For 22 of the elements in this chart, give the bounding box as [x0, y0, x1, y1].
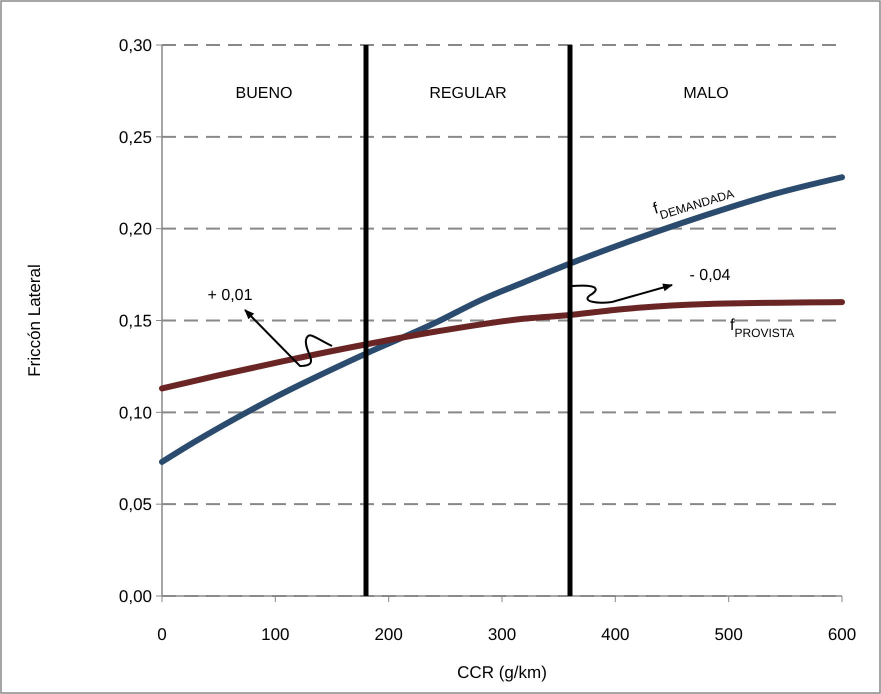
x-tick-label: 0 [157, 625, 167, 644]
x-axis-title: CCR (g/km) [457, 663, 547, 682]
y-tick-label: 0,25 [118, 128, 152, 147]
x-tick-label: 300 [488, 625, 516, 644]
y-tick-label: 0,00 [118, 586, 152, 606]
x-tick-label: 200 [374, 625, 403, 644]
annotation: + 0,01 [208, 287, 253, 304]
annotation: REGULAR [429, 85, 507, 102]
y-tick-label: 0,10 [118, 403, 152, 422]
series-label: f$_{PROVISTA}$ [730, 317, 794, 340]
x-tick-label: 100 [261, 625, 290, 644]
x-tick-label: 400 [601, 625, 630, 644]
x-tick-label: 500 [714, 625, 743, 644]
x-tick-label: 600 [828, 625, 856, 644]
annotation: - 0,04 [690, 267, 731, 284]
y-axis-title: Friccón Lateral [25, 264, 44, 377]
annotation: MALO [683, 85, 729, 102]
y-tick-label: 0,15 [118, 311, 152, 330]
y-tick-label: 0,20 [118, 220, 152, 239]
y-tick-label: 0,05 [118, 495, 152, 514]
y-tick-label: 0,30 [118, 36, 152, 55]
annotation: BUENO [236, 85, 292, 102]
